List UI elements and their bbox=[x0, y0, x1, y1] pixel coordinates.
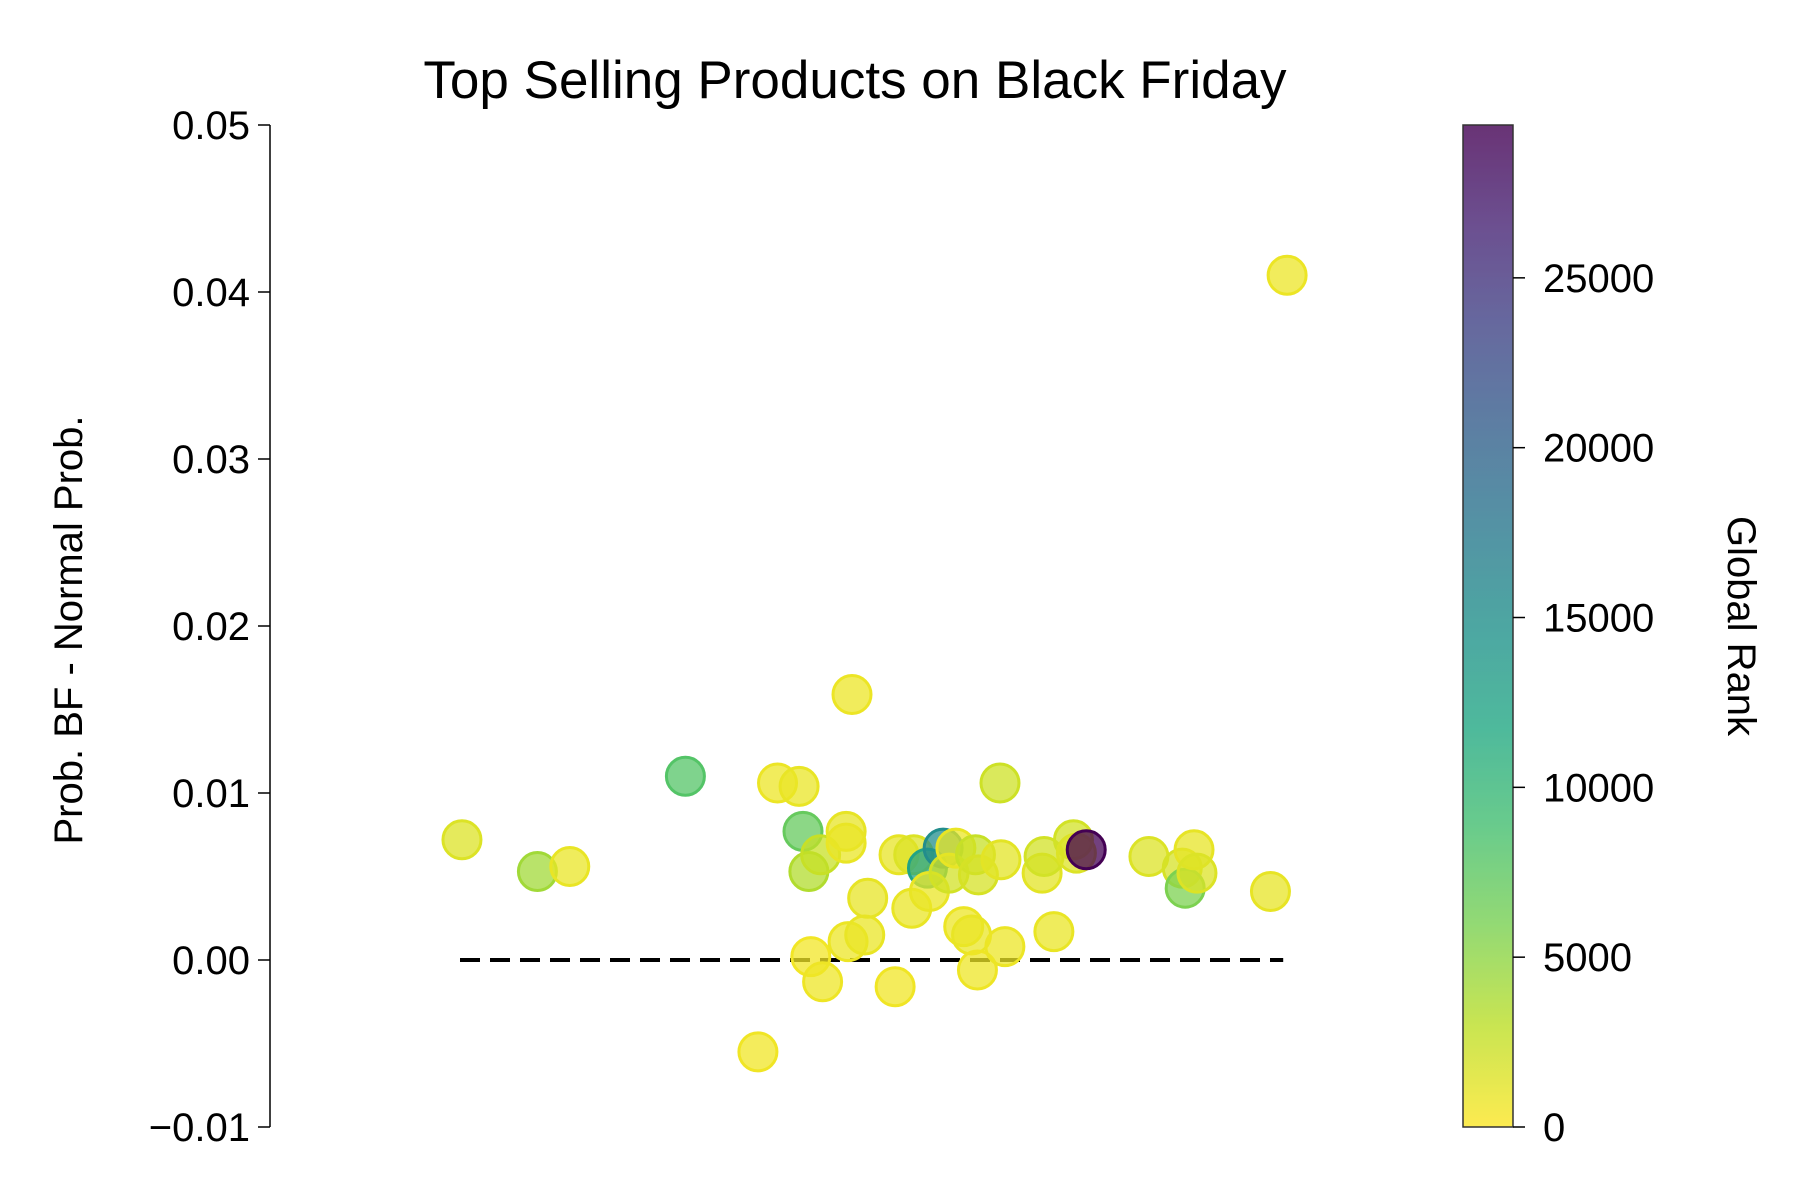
data-point bbox=[979, 762, 1021, 804]
y-tick-label: 0.01 bbox=[172, 772, 250, 816]
colorbar-tick-label: 0 bbox=[1543, 1106, 1565, 1150]
colorbar-tick-label: 20000 bbox=[1543, 427, 1654, 471]
data-point bbox=[737, 1031, 779, 1073]
data-point bbox=[984, 926, 1026, 968]
y-axis-label: Prob. BF - Normal Prob. bbox=[47, 415, 91, 844]
data-point bbox=[664, 755, 706, 797]
scatter-points bbox=[441, 254, 1308, 1073]
colorbar-tick-label: 5000 bbox=[1543, 936, 1632, 980]
y-tick-label: 0.04 bbox=[172, 271, 250, 315]
colorbar-tick-label: 25000 bbox=[1543, 257, 1654, 301]
chart-title: Top Selling Products on Black Friday bbox=[423, 51, 1287, 110]
colorbar bbox=[1462, 124, 1514, 1128]
y-tick-label: −0.01 bbox=[149, 1106, 250, 1150]
data-point bbox=[1266, 254, 1308, 296]
data-point bbox=[441, 819, 483, 861]
data-point bbox=[980, 839, 1022, 881]
data-point bbox=[778, 765, 820, 807]
data-point bbox=[1249, 871, 1291, 913]
y-tick-label: 0.03 bbox=[172, 438, 250, 482]
data-point bbox=[844, 914, 886, 956]
colorbar-tick-label: 10000 bbox=[1543, 766, 1654, 810]
data-point bbox=[956, 949, 998, 991]
y-tick-label: 0.00 bbox=[172, 939, 250, 983]
y-axis-ticks: −0.01 0.00 0.01 0.02 0.03 0.04 0.05 bbox=[149, 104, 270, 1150]
data-point bbox=[831, 673, 873, 715]
data-point bbox=[1176, 852, 1218, 894]
colorbar-ticks: 0 5000 10000 15000 20000 25000 bbox=[1513, 257, 1654, 1150]
y-tick-label: 0.05 bbox=[172, 104, 250, 148]
colorbar-tick-label: 15000 bbox=[1543, 597, 1654, 641]
y-tick-label: 0.02 bbox=[172, 605, 250, 649]
data-point bbox=[847, 877, 889, 919]
data-point bbox=[874, 966, 916, 1008]
colorbar-label: Global Rank bbox=[1719, 516, 1763, 737]
data-point bbox=[1033, 911, 1075, 953]
data-point bbox=[825, 822, 867, 864]
data-point bbox=[1065, 829, 1107, 871]
data-point bbox=[802, 961, 844, 1003]
data-point bbox=[549, 845, 591, 887]
